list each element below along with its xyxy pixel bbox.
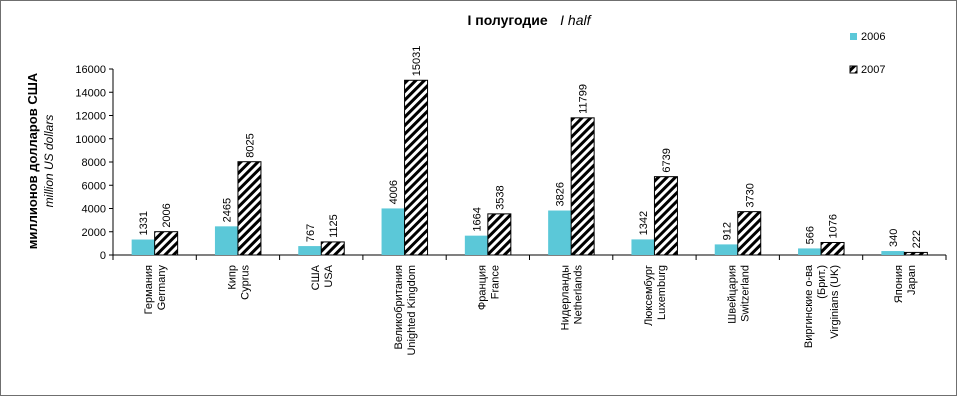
category-label: Netherlands: [573, 265, 585, 325]
data-label-2006: 1342: [638, 211, 650, 235]
y-tick-label: 4000: [82, 204, 106, 216]
category-label: Япония: [893, 265, 905, 303]
y-tick-label: 2000: [82, 227, 106, 239]
bar-2007: [653, 176, 678, 256]
bar-2006: [464, 235, 488, 255]
legend-label-2007: 2007: [861, 64, 885, 76]
bar-2006: [548, 210, 572, 255]
bar-2007: [487, 213, 512, 256]
category-label: France: [489, 265, 501, 299]
y-tick-label: 12000: [75, 111, 106, 123]
category-label: Virginians (UK): [829, 265, 841, 339]
y-tick-label: 6000: [82, 180, 106, 192]
category-label: (Брит.): [816, 265, 828, 299]
bar-2006: [631, 239, 655, 255]
bar-2006: [798, 248, 822, 255]
data-label-2006: 912: [721, 222, 733, 240]
legend-swatch-2007: [849, 65, 858, 74]
category-label: Швейцария: [726, 265, 738, 324]
data-label-2006: 767: [305, 224, 317, 242]
y-tick-label: 8000: [82, 157, 106, 169]
data-label-2007: 1125: [328, 214, 340, 238]
bar-2007: [320, 241, 345, 256]
bar-2006: [131, 239, 155, 255]
chart-title-en: I half: [560, 12, 592, 28]
category-label: Франция: [476, 265, 488, 310]
data-label-2006: 1664: [471, 207, 483, 231]
data-label-2006: 1331: [138, 211, 150, 235]
category-label: Japan: [906, 265, 918, 295]
data-label-2007: 8025: [244, 133, 256, 157]
legend-label-2006: 2006: [861, 31, 885, 43]
bar-2006: [381, 208, 405, 255]
data-label-2007: 3538: [494, 185, 506, 209]
bar-2006: [214, 226, 238, 255]
y-tick-label: 14000: [75, 87, 106, 99]
data-label-2007: 15031: [411, 46, 423, 77]
data-label-2006: 4006: [388, 180, 400, 204]
category-label: Unighted Kingdom: [406, 265, 418, 356]
data-label-2006: 340: [888, 229, 900, 247]
category-label: USA: [323, 264, 335, 287]
bar-2006: [298, 246, 322, 255]
y-tick-label: 0: [100, 250, 106, 262]
category-label: Нидерланды: [560, 265, 572, 330]
category-label: Виргинские о-ва: [803, 264, 815, 348]
category-label: Germany: [156, 265, 168, 311]
category-label: США: [310, 264, 322, 290]
legend: 2006 2007: [849, 31, 885, 76]
y-axis-title-en: million US dollars: [42, 115, 56, 208]
legend-swatch-2006: [850, 33, 857, 40]
data-label-2006: 566: [805, 226, 817, 244]
data-label-2007: 3730: [744, 183, 756, 207]
category-label: Германия: [143, 265, 155, 314]
category-label: Кипр: [226, 265, 238, 290]
data-label-2007: 222: [911, 230, 923, 248]
category-label: Cyprus: [239, 265, 251, 300]
bar-2007: [404, 79, 429, 256]
bar-2007: [737, 211, 762, 256]
chart-title: I полугодие I half: [467, 12, 592, 29]
bar-2007: [820, 241, 845, 256]
y-tick-label: 16000: [75, 64, 106, 76]
y-tick-label: 10000: [75, 134, 106, 146]
category-label: Switzerland: [739, 265, 751, 322]
data-label-2006: 2465: [221, 198, 233, 222]
data-label-2006: 3826: [555, 182, 567, 206]
category-label: Великобритания: [393, 265, 405, 350]
bar-2006: [881, 251, 905, 255]
y-axis-title: миллионов долларов США: [25, 72, 40, 249]
bar-2007: [570, 117, 595, 256]
bar-2007: [903, 251, 928, 256]
bar-2007: [154, 231, 179, 256]
data-label-2007: 2006: [161, 203, 173, 227]
data-label-2007: 11799: [578, 84, 590, 114]
bar-2007: [237, 161, 262, 256]
bar-2006: [714, 244, 738, 255]
category-label: Luxemburg: [656, 265, 668, 320]
data-label-2007: 1076: [828, 214, 840, 238]
category-label: Люксембург: [643, 265, 655, 326]
chart-title-ru: I полугодие: [467, 12, 547, 28]
data-label-2007: 6739: [661, 148, 673, 172]
